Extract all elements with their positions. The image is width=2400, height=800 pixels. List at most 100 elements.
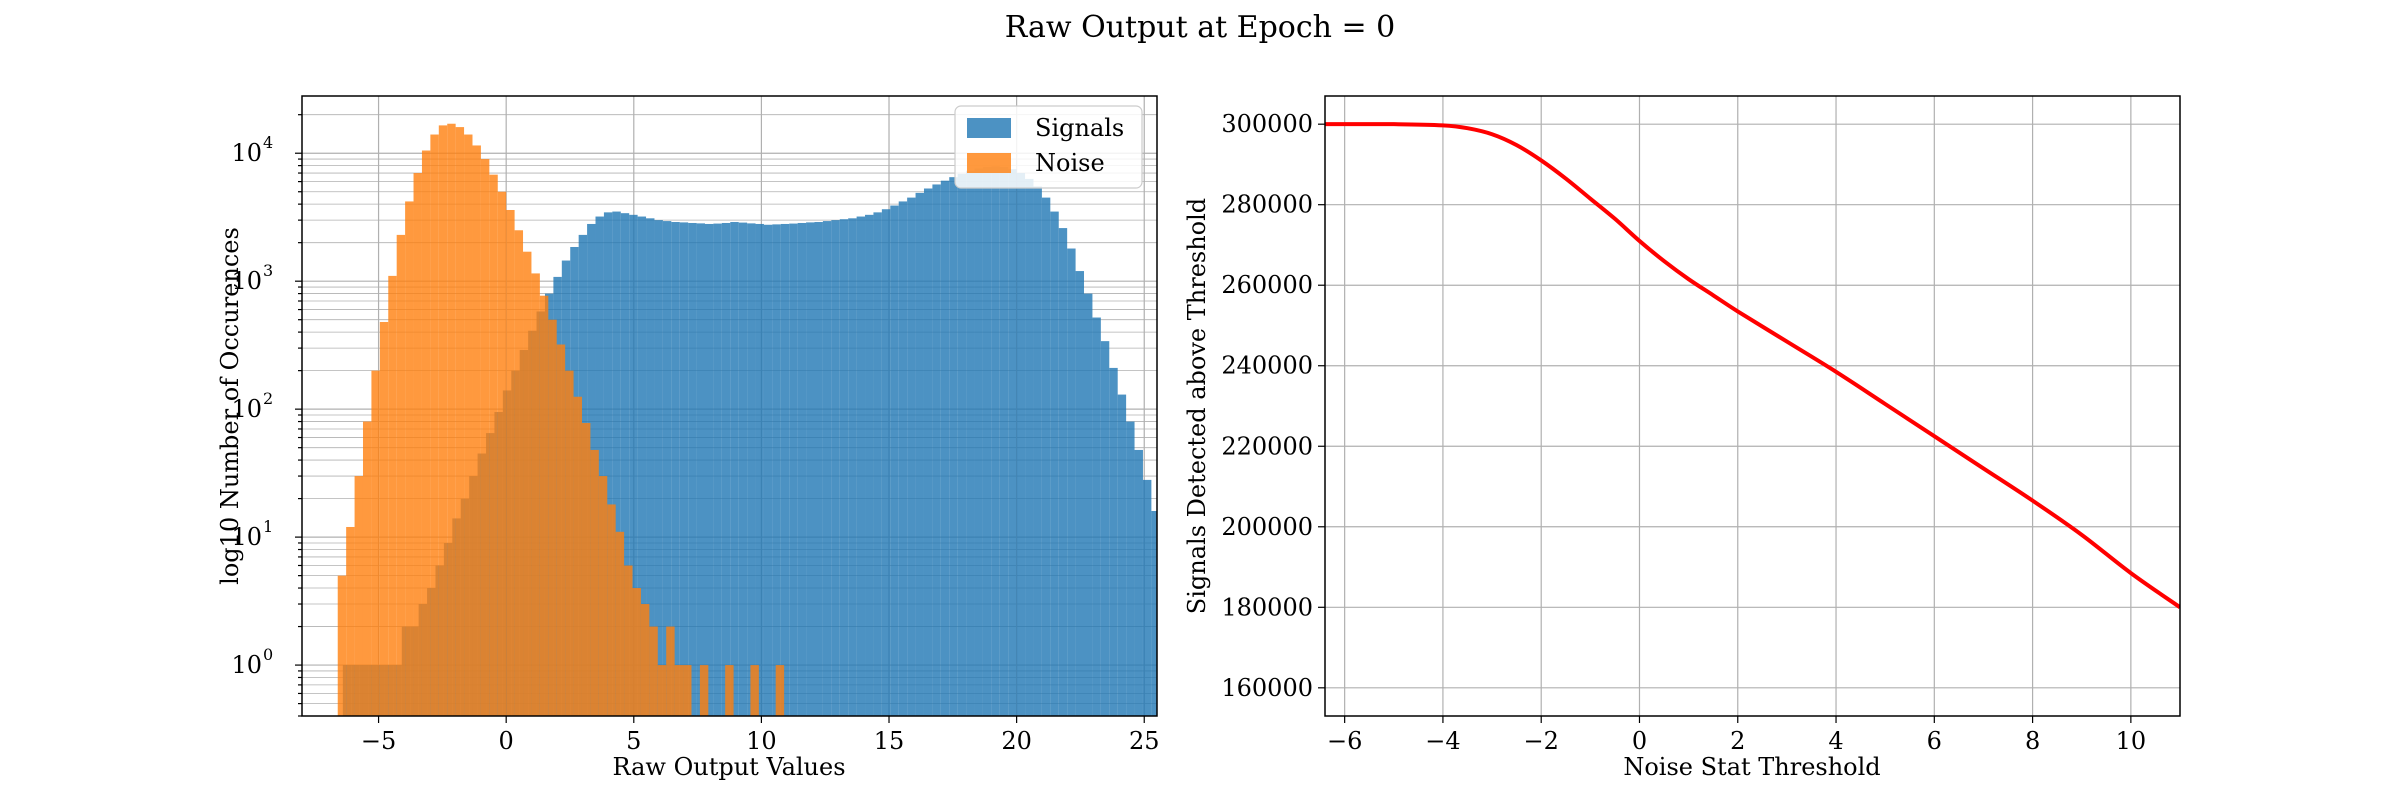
y-tick-label: 10 [231, 267, 262, 295]
noise-bar [725, 665, 734, 716]
noise-bar [607, 504, 616, 716]
signals-bar [595, 216, 604, 716]
x-tick-label: −2 [1524, 727, 1559, 755]
signals-bar [713, 223, 722, 716]
legend-label-noise: Noise [1035, 149, 1105, 177]
signals-bar [780, 223, 790, 716]
signals-bar [966, 170, 975, 716]
signals-bar [696, 223, 705, 716]
x-tick-label: 10 [746, 727, 777, 755]
signals-bar [1126, 421, 1135, 716]
line-x-label: Noise Stat Threshold [1623, 753, 1880, 781]
x-tick-label: 0 [499, 727, 514, 755]
x-tick-label: 15 [874, 727, 905, 755]
x-tick-label: 4 [1828, 727, 1843, 755]
histogram-x-label: Raw Output Values [612, 753, 845, 781]
signals-bar [991, 166, 1000, 716]
signals-bar [730, 222, 739, 716]
signals-bar [1160, 543, 1168, 716]
x-tick-label: 25 [1129, 727, 1160, 755]
signals-bar [1193, 665, 1201, 716]
signals-bar [1227, 627, 1235, 716]
y-tick-label: 10 [231, 139, 262, 167]
signals-bar [1092, 317, 1101, 716]
y-tick-label: 260000 [1221, 271, 1313, 299]
noise-bar [632, 588, 641, 716]
signals-bar [932, 184, 941, 716]
signals-bar [1177, 604, 1185, 716]
signals-bar [848, 218, 857, 716]
signals-bar [873, 212, 882, 716]
histogram-bars [337, 123, 1235, 716]
signals-bar [1100, 341, 1110, 716]
noise-bar [472, 145, 481, 716]
signals-bar [763, 224, 773, 716]
noise-bar [640, 604, 650, 716]
signals-bar [1058, 228, 1068, 716]
signals-bar [957, 173, 967, 716]
x-tick-label: 2 [1730, 727, 1745, 755]
signals-bar [865, 214, 874, 716]
noise-bar [539, 295, 549, 716]
signals-bar [915, 192, 924, 716]
signals-bar [637, 216, 647, 716]
signals-bar [646, 218, 655, 716]
signals-bar [671, 222, 680, 716]
signals-bar [822, 221, 832, 716]
y-tick-label: 200000 [1221, 513, 1313, 541]
noise-bar [666, 626, 675, 716]
line-grid [1325, 96, 2180, 716]
y-tick-label: 180000 [1221, 593, 1313, 621]
signals-bar [1008, 169, 1017, 716]
y-tick-exponent: 0 [263, 645, 273, 664]
y-tick-label: 10 [231, 523, 262, 551]
x-tick-label: 10 [2116, 727, 2147, 755]
noise-bar [699, 665, 709, 716]
noise-bar [447, 123, 456, 716]
histogram-frame [301, 95, 1158, 717]
signals-bar [974, 168, 983, 716]
noise-bar [573, 396, 582, 716]
y-tick-label: 220000 [1221, 432, 1313, 460]
signals-bar [1033, 186, 1042, 716]
signals-bar [1041, 197, 1051, 716]
noise-bar [480, 159, 490, 716]
noise-bar [649, 626, 658, 716]
signals-bar [907, 197, 916, 716]
y-tick-exponent: 1 [263, 517, 273, 536]
x-tick-label: −5 [361, 727, 396, 755]
legend-swatch-noise [967, 153, 1011, 173]
signals-bar [1109, 367, 1118, 716]
noise-bar [337, 575, 347, 716]
noise-bar [683, 665, 692, 716]
x-tick-label: 0 [1632, 727, 1647, 755]
y-tick-exponent: 4 [263, 133, 273, 152]
signals-bar [1142, 479, 1152, 716]
signals-bar [1025, 178, 1034, 716]
noise-bar [775, 665, 785, 716]
y-tick-label: 10 [231, 651, 262, 679]
noise-bar [362, 421, 372, 716]
x-tick-label: 8 [2025, 727, 2040, 755]
noise-bar [556, 344, 566, 716]
noise-bar [430, 134, 439, 716]
noise-bar [506, 209, 515, 716]
signals-bar [1075, 271, 1085, 716]
y-tick-exponent: 2 [263, 389, 273, 408]
signals-bar [999, 167, 1009, 716]
noise-bar [379, 321, 389, 716]
line-ticks: −6 −4 −2 0 2 4 6 8 10 160000 180000 200000 220000 240… [1221, 110, 2146, 755]
signals-bar [1151, 510, 1157, 716]
noise-bar [548, 319, 557, 716]
noise-bar [657, 665, 667, 716]
signals-bar [1185, 627, 1193, 716]
noise-bar [581, 422, 591, 716]
noise-bar [371, 370, 380, 716]
signals-bar [679, 222, 689, 716]
signals-bar [603, 212, 613, 716]
y-tick-label: 160000 [1221, 674, 1313, 702]
x-tick-label: 20 [1001, 727, 1032, 755]
signals-bar [789, 223, 798, 716]
